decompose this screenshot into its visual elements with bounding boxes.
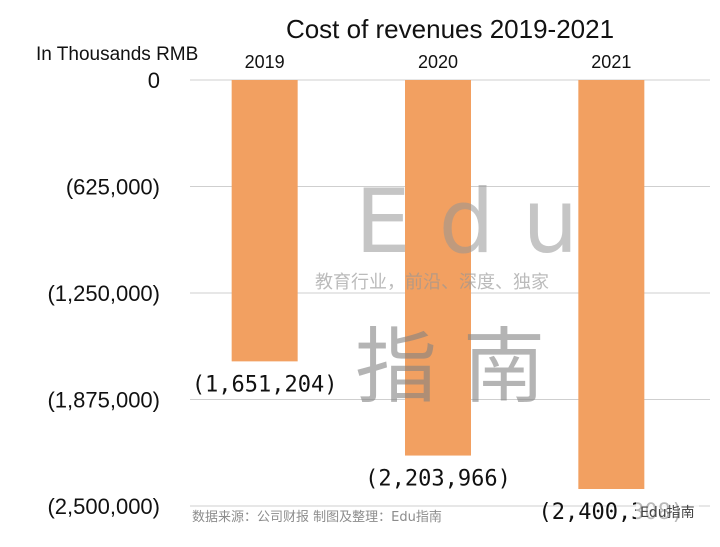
y-tick-label: (2,500,000) xyxy=(47,494,160,519)
y-axis-unit-label: In Thousands RMB xyxy=(36,44,199,65)
y-tick-label: 0 xyxy=(148,68,160,93)
source-note: 数据来源：公司财报 制图及整理：Edu指南 xyxy=(192,510,442,525)
x-category-label: 2020 xyxy=(418,52,458,72)
y-tick-labels: 0 (625,000) (1,250,000) (1,875,000) (2,500,0… xyxy=(47,68,160,519)
x-category-labels: 2019 2020 2021 xyxy=(245,52,632,72)
data-label: (2,203,966) xyxy=(365,467,511,492)
y-tick-label: (1,875,000) xyxy=(47,388,160,413)
bar xyxy=(231,80,298,362)
bars xyxy=(231,80,645,490)
chart-title: Cost of revenues 2019-2021 xyxy=(285,14,615,44)
x-category-label: 2021 xyxy=(591,52,631,72)
bar xyxy=(578,80,645,490)
y-tick-label: (625,000) xyxy=(66,175,160,200)
watermark-chinese: 指南 xyxy=(355,320,572,415)
watermark-tagline: 教育行业，前沿、深度、独家 xyxy=(315,272,549,293)
y-tick-label: (1,250,000) xyxy=(47,281,160,306)
x-category-label: 2019 xyxy=(245,52,285,72)
data-label: (1,651,204) xyxy=(192,372,338,397)
brand-badge: Edu指南 xyxy=(636,500,699,524)
bar xyxy=(405,80,471,456)
watermark-brand: Edu xyxy=(355,170,607,273)
